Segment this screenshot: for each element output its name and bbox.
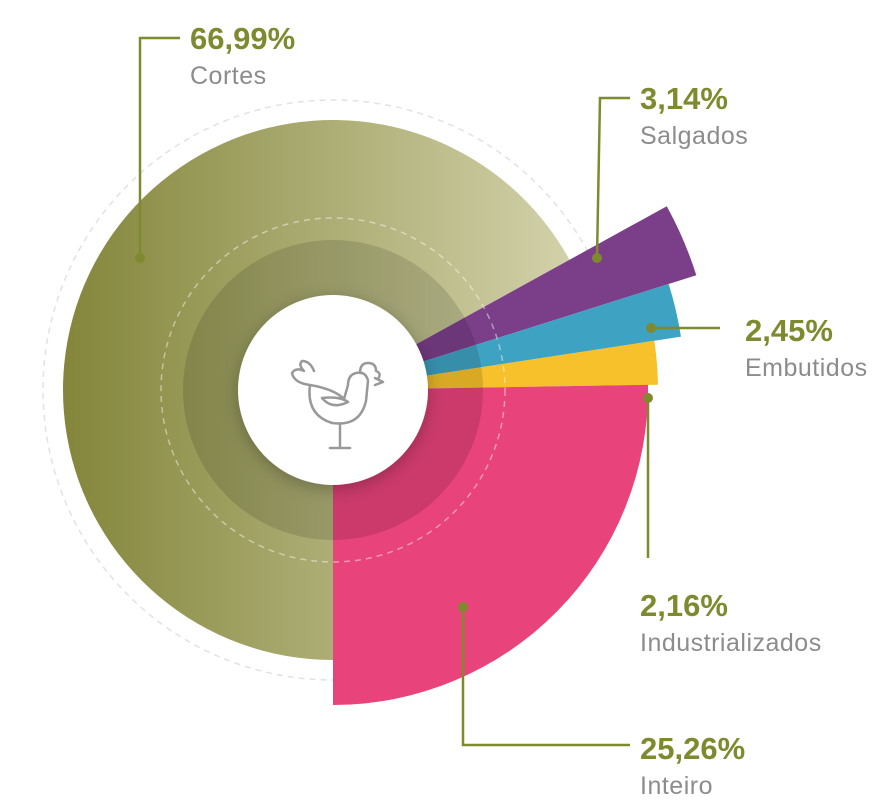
chicken-icon	[290, 359, 385, 450]
value-label: 66,99%	[190, 21, 295, 56]
leader-line	[138, 36, 180, 258]
category-label: Embutidos	[745, 354, 868, 382]
leader-line	[461, 607, 630, 747]
labels: 66,99% Cortes 3,14% Salgados 2,45% Embutidos 2…	[135, 21, 868, 800]
leader-dot	[643, 393, 653, 403]
leader-dot	[646, 323, 656, 333]
leader-dot	[592, 253, 602, 263]
category-label: Inteiro	[640, 772, 713, 800]
slice	[333, 384, 648, 705]
value-label: 3,14%	[640, 81, 728, 116]
category-label: Industrializados	[640, 629, 822, 657]
value-label: 25,26%	[640, 731, 745, 766]
leader-line	[595, 96, 630, 259]
leader-dot	[135, 253, 145, 263]
leader-dot	[458, 602, 468, 612]
value-label: 2,16%	[640, 588, 728, 623]
category-label: Salgados	[640, 122, 748, 150]
center-circle	[238, 295, 428, 485]
slice	[333, 206, 697, 390]
category-label: Cortes	[190, 62, 267, 90]
inner-dashed-ring	[160, 217, 506, 563]
value-label: 2,45%	[745, 313, 833, 348]
